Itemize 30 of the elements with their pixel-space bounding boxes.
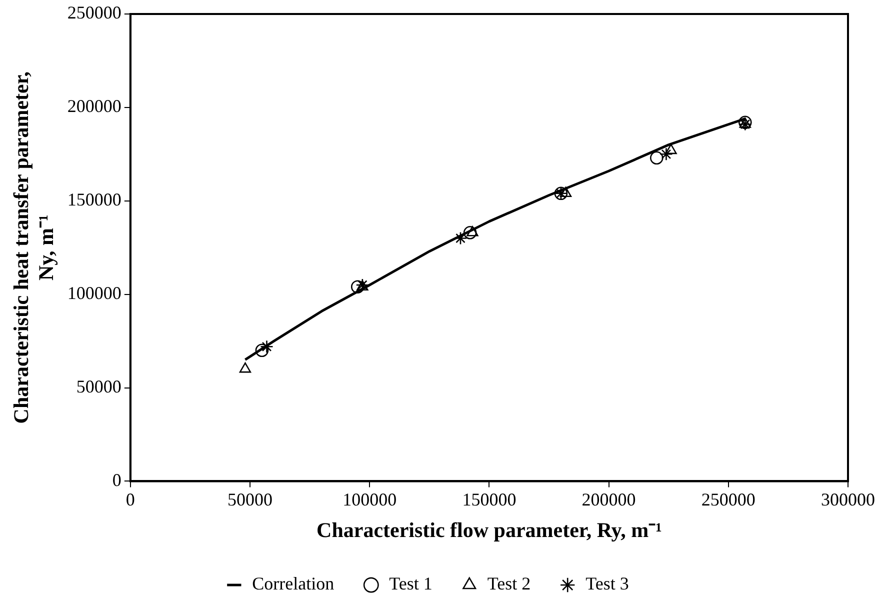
- point: [350, 280, 364, 294]
- legend-label: Test 2: [487, 574, 531, 594]
- point: [260, 340, 274, 354]
- legend-label: Test 3: [586, 574, 629, 594]
- point: [255, 344, 269, 358]
- x-tick-label: 200000: [582, 490, 636, 510]
- y-tick-label: 50000: [76, 376, 122, 396]
- point: [463, 226, 477, 240]
- x-tick-label: 300000: [821, 490, 875, 510]
- point: [665, 144, 677, 154]
- y-tick-label: 250000: [67, 2, 122, 23]
- x-tick-label: 50000: [228, 490, 272, 510]
- x-tick-label: 0: [126, 490, 135, 510]
- point: [466, 226, 478, 236]
- x-tick-label: 100000: [342, 490, 397, 510]
- x-axis-title: Characteristic flow parameter, Ry, m⁻¹: [316, 518, 662, 542]
- point: [239, 362, 252, 373]
- x-tick-label: 250000: [701, 490, 756, 510]
- legend-label: Correlation: [252, 574, 334, 594]
- y-tick-label: 200000: [67, 96, 122, 116]
- y-axis-title: Characteristic heat transfer parameter, Ny, m⁻¹: [9, 71, 58, 424]
- x-tick-label: 150000: [462, 490, 516, 510]
- legend-label: Test 1: [389, 574, 432, 594]
- y-tick-label: 150000: [67, 190, 122, 210]
- point: [650, 151, 664, 165]
- y-tick-label: 0: [112, 470, 122, 490]
- y-tick-label: 100000: [67, 283, 122, 304]
- point: [660, 148, 673, 161]
- point: [454, 232, 468, 245]
- point: [560, 186, 572, 198]
